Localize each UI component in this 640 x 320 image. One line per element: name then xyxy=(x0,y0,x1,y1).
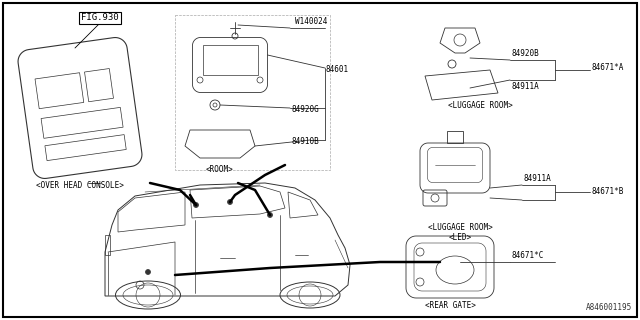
Text: 84920G: 84920G xyxy=(291,106,319,115)
Circle shape xyxy=(227,199,232,204)
Text: 84601: 84601 xyxy=(326,66,349,75)
Text: 84671*C: 84671*C xyxy=(512,251,545,260)
Text: 84911A: 84911A xyxy=(512,82,540,91)
Text: <OVER HEAD CONSOLE>: <OVER HEAD CONSOLE> xyxy=(36,180,124,189)
Text: 84920B: 84920B xyxy=(512,49,540,58)
Circle shape xyxy=(268,212,273,218)
Text: 84671*B: 84671*B xyxy=(592,187,625,196)
Circle shape xyxy=(145,269,150,275)
Text: <LUGGAGE ROOM>: <LUGGAGE ROOM> xyxy=(447,100,513,109)
Text: W140024: W140024 xyxy=(295,17,328,26)
Bar xyxy=(175,15,330,170)
Text: 84671*A: 84671*A xyxy=(592,63,625,73)
Bar xyxy=(447,131,463,143)
Text: A846001195: A846001195 xyxy=(586,303,632,312)
Text: <ROOM>: <ROOM> xyxy=(206,165,234,174)
Text: FIG.930: FIG.930 xyxy=(81,13,119,22)
Circle shape xyxy=(193,203,198,207)
Text: <REAR GATE>: <REAR GATE> xyxy=(424,300,476,309)
Text: <LUGGAGE ROOM>: <LUGGAGE ROOM> xyxy=(428,223,492,233)
Text: <LED>: <LED> xyxy=(449,234,472,243)
Text: 84910B: 84910B xyxy=(291,138,319,147)
Text: 84911A: 84911A xyxy=(524,174,552,183)
